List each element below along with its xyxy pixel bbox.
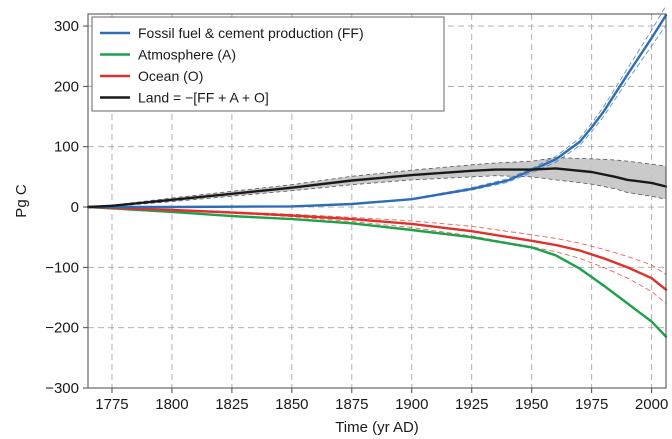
x-tick-label: 2000 — [635, 396, 668, 413]
fossil-fuel-lower-bound-line — [88, 24, 667, 208]
x-axis-ticks: 1775 1800 1825 1850 1875 1900 1925 1950 1975 2000 — [95, 388, 668, 413]
y-tick-label: −300 — [45, 380, 79, 397]
y-axis-label: Pg C — [13, 184, 30, 218]
fossil-fuel-legend-label: Fossil fuel & cement production (FF) — [138, 25, 364, 41]
x-tick-label: 1875 — [335, 396, 368, 413]
x-tick-label: 1800 — [155, 396, 188, 413]
y-tick-label: 300 — [54, 18, 79, 35]
x-tick-label: 1950 — [515, 396, 548, 413]
land-legend-label: Land = −[FF + A + O] — [138, 90, 269, 106]
y-tick-label: 0 — [71, 199, 79, 216]
legend-box — [91, 16, 445, 112]
land-lower-bound-line — [87, 175, 667, 208]
y-tick-label: 200 — [54, 78, 79, 95]
y-axis-ticks: 300 200 100 0 −100 −200 −300 — [45, 18, 88, 397]
ocean-legend-label: Ocean (O) — [138, 68, 203, 84]
plot-frame — [87, 13, 667, 389]
y-tick-label: 100 — [54, 139, 79, 156]
ocean-series-line — [86, 205, 668, 291]
atmosphere-legend-label: Atmosphere (A) — [138, 47, 236, 63]
x-tick-label: 1900 — [395, 396, 428, 413]
land-upper-bound-line — [87, 157, 667, 208]
x-tick-label: 1975 — [575, 396, 608, 413]
land-series-line — [86, 167, 668, 209]
x-tick-label: 1925 — [455, 396, 488, 413]
x-axis-label: Time (yr AD) — [335, 419, 419, 436]
x-tick-label: 1825 — [215, 396, 248, 413]
x-tick-label: 1850 — [275, 396, 308, 413]
legend: Fossil fuel & cement production (FF) Atmo… — [91, 16, 445, 112]
y-tick-label: −200 — [45, 320, 79, 337]
x-tick-label: 1775 — [95, 396, 128, 413]
atmosphere-series-line — [86, 205, 668, 338]
series-lines — [86, 13, 668, 338]
ocean-upper-bound-line — [87, 206, 667, 275]
y-tick-label: −100 — [45, 259, 79, 276]
